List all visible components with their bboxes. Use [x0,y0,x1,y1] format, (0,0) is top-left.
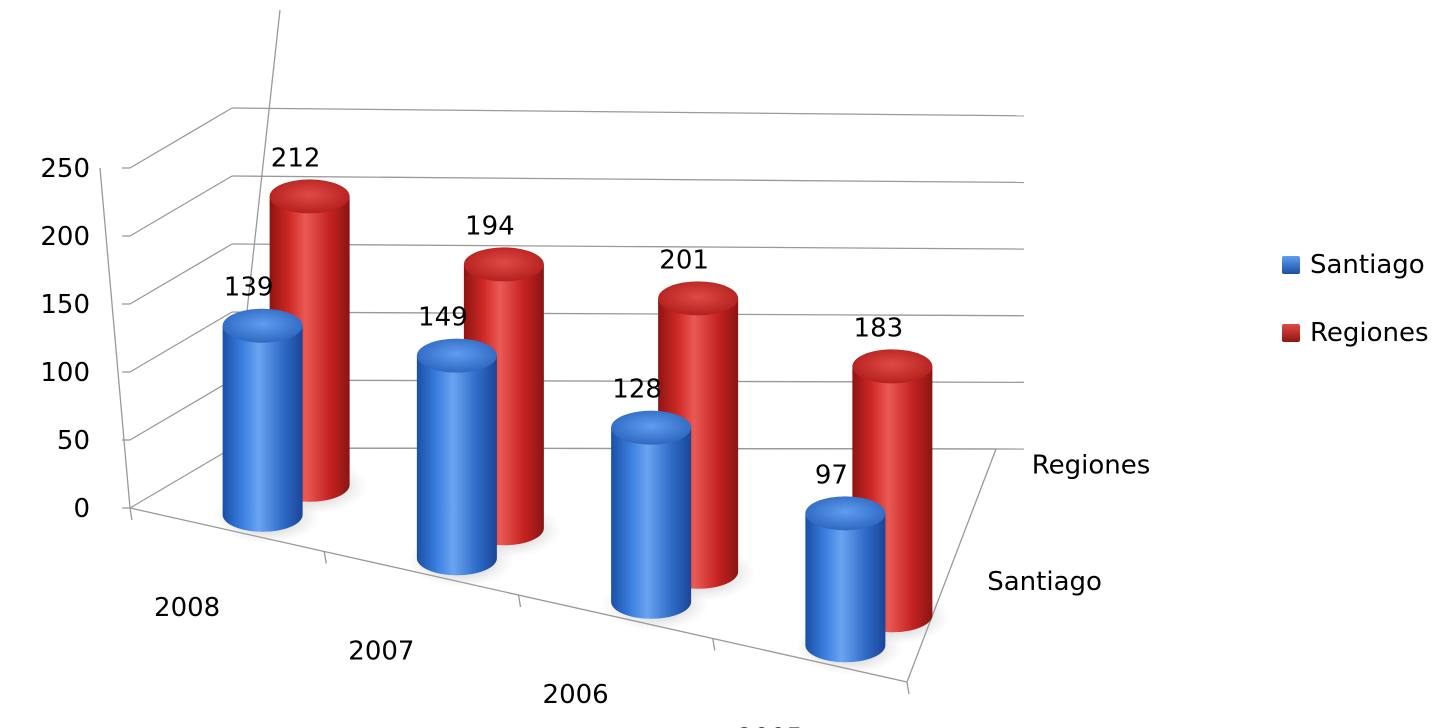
bar-top [463,247,544,282]
y-tick-label: 0 [73,494,90,524]
bar-santiago-2006 [611,427,692,619]
legend: Santiago Regiones [1282,244,1429,380]
gridline-left [129,379,233,441]
data-label: 149 [418,303,468,333]
gridline-left [129,311,233,373]
data-label: 97 [815,460,848,490]
x-tick [129,507,133,521]
legend-item-santiago: Santiago [1282,244,1429,286]
data-label: 201 [659,245,709,275]
bar-top [805,496,886,531]
bar-top [852,349,933,384]
legend-label-regiones: Regiones [1310,318,1429,348]
bar-top [269,179,350,214]
data-label: 183 [854,313,904,343]
bar-top [658,281,739,316]
x-tick [517,594,522,608]
gridline-back [231,175,1025,184]
data-label: 139 [224,273,274,303]
bar-santiago-2008 [222,325,303,532]
depth-tick-label: Santiago [987,567,1102,597]
y-tick-label: 200 [40,222,90,252]
bar-santiago-2005 [805,513,886,663]
y-tick-label: 100 [40,358,90,388]
bar-top [222,308,303,343]
x-tick-label: 2005 [737,723,803,728]
y-tick-label: 50 [57,426,90,456]
bar-top [611,410,692,445]
y-axis-line [99,167,131,509]
x-tick [323,551,327,564]
gridline-left [129,175,233,237]
x-tick-label: 2006 [543,680,609,710]
depth-tick-label: Regiones [1032,450,1151,480]
legend-item-regiones: Regiones [1282,312,1429,354]
gridline-back [231,107,1025,117]
gridline-back [231,311,1025,317]
x-tick [712,638,716,651]
gridline-left [129,243,233,305]
legend-label-santiago: Santiago [1310,250,1425,280]
data-label: 128 [612,375,662,405]
legend-swatch-santiago [1282,256,1300,274]
x-tick-label: 2007 [348,636,414,666]
depth-axis-line [906,448,997,683]
data-label: 212 [271,143,321,173]
y-tick-label: 250 [40,154,90,184]
gridline-left [129,447,233,509]
y-tick-label: 150 [40,290,90,320]
gridline-back [231,243,1025,250]
data-label: 194 [465,211,515,241]
bar-santiago-2007 [416,355,497,576]
x-tick [906,681,910,695]
x-tick-label: 2008 [154,593,220,623]
bar-top [416,338,497,373]
legend-swatch-regiones [1282,324,1300,342]
gridline-left [129,107,233,169]
